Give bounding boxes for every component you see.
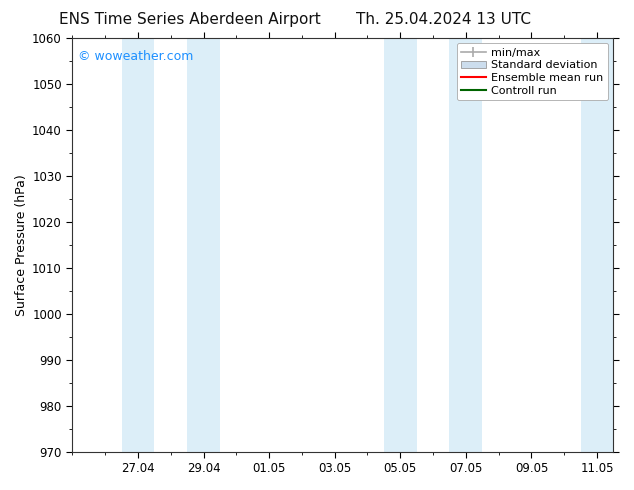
Text: ENS Time Series Aberdeen Airport: ENS Time Series Aberdeen Airport: [60, 12, 321, 27]
Bar: [581, 38, 614, 452]
Text: Th. 25.04.2024 13 UTC: Th. 25.04.2024 13 UTC: [356, 12, 531, 27]
Bar: [384, 38, 417, 452]
Y-axis label: Surface Pressure (hPa): Surface Pressure (hPa): [15, 174, 28, 316]
Text: © woweather.com: © woweather.com: [78, 50, 193, 63]
Bar: [122, 38, 154, 452]
Bar: [450, 38, 482, 452]
Bar: [187, 38, 220, 452]
Legend: min/max, Standard deviation, Ensemble mean run, Controll run: min/max, Standard deviation, Ensemble me…: [456, 43, 608, 100]
